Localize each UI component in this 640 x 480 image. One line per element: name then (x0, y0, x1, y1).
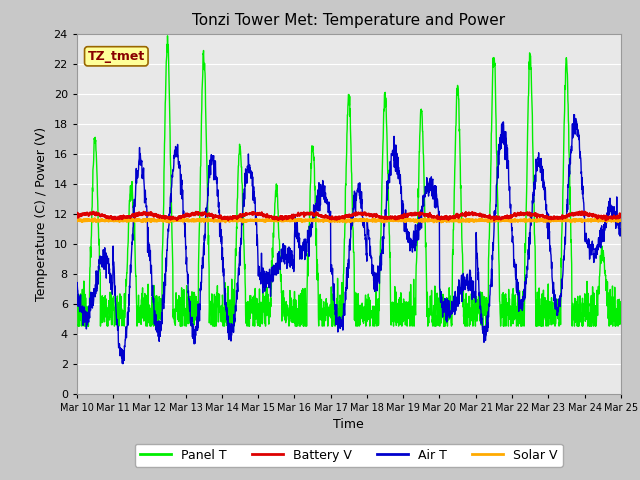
Legend: Panel T, Battery V, Air T, Solar V: Panel T, Battery V, Air T, Solar V (135, 444, 563, 467)
Title: Tonzi Tower Met: Temperature and Power: Tonzi Tower Met: Temperature and Power (192, 13, 506, 28)
Text: TZ_tmet: TZ_tmet (88, 50, 145, 63)
X-axis label: Time: Time (333, 418, 364, 431)
Y-axis label: Temperature (C) / Power (V): Temperature (C) / Power (V) (35, 127, 48, 300)
